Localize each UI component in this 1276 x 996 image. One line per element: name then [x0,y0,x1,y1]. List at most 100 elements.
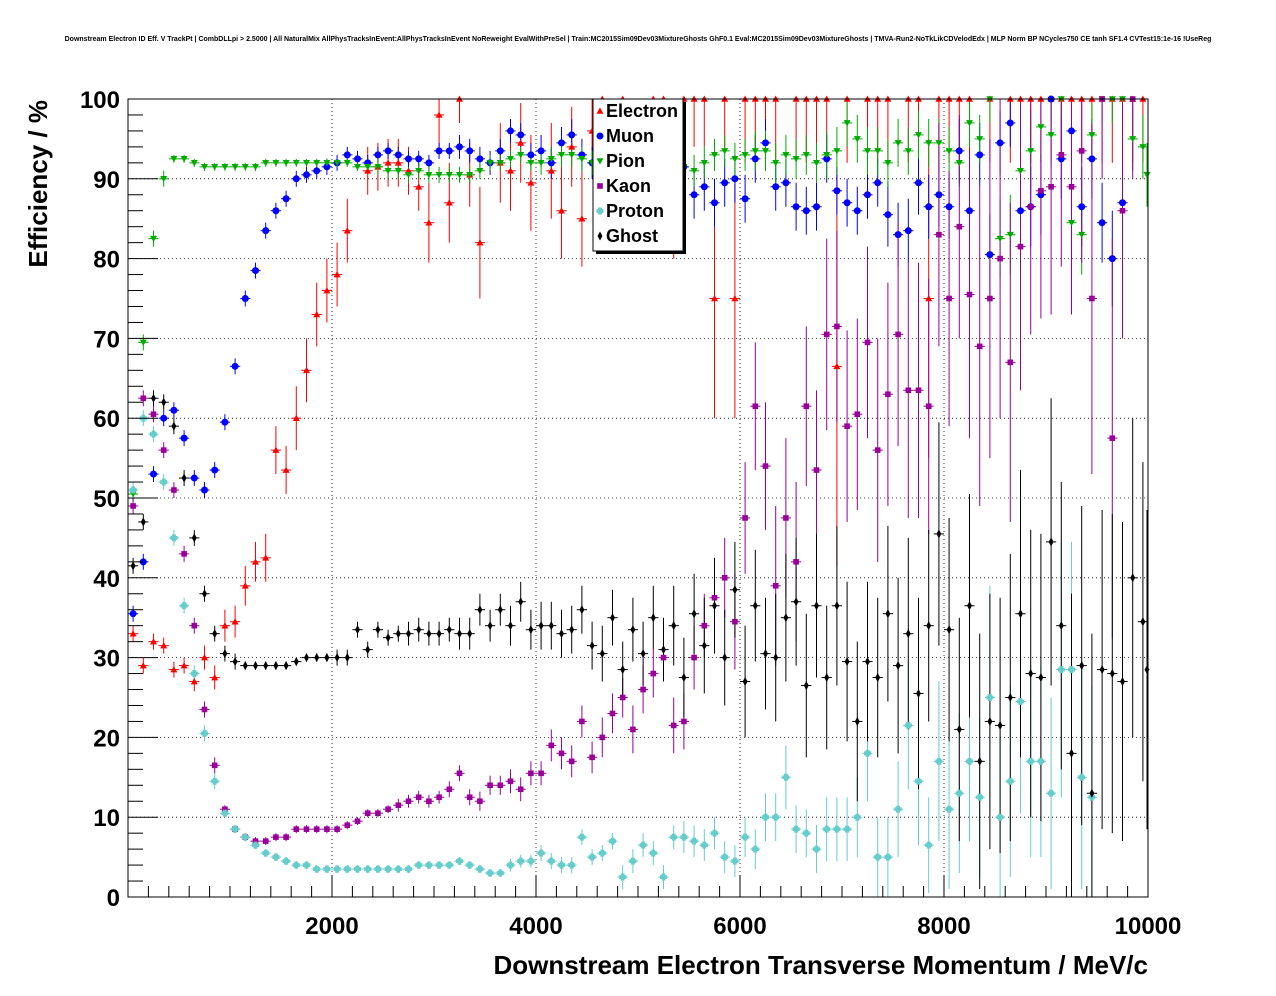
kaon-point [946,295,952,302]
muon-point [425,159,433,167]
electron-point [180,662,188,669]
ghost-point [324,653,330,663]
kaon-point [844,423,850,429]
muon-point [976,151,984,159]
muon-point [139,558,147,566]
kaon-point [568,758,575,765]
proton-point [486,869,494,877]
electron-point [211,674,219,681]
y-tick-label: 80 [93,247,120,274]
proton-point [282,857,290,865]
proton-point [568,861,576,869]
muon-point [507,127,514,135]
kaon-error-bar [1056,99,1067,267]
ghost-point [732,585,738,595]
proton-point [547,857,555,865]
proton-point [507,861,514,869]
muon-point [802,207,810,215]
ghost-point [344,653,350,663]
muon-point [925,203,933,211]
kaon-point [864,339,871,346]
pion-point [333,160,341,167]
pion-point [394,168,402,175]
ghost-point [212,629,218,639]
pion-point [966,120,973,127]
ghost-point [1007,692,1013,703]
muon-point [894,231,902,239]
proton-point [894,805,902,813]
ghost-point [610,613,615,623]
pion-point [364,164,372,171]
pion-point [303,160,310,167]
ghost-point [375,625,381,635]
x-axis-label: Downstream Electron Transverse Momentum … [493,950,1148,980]
kaon-point [599,734,606,741]
muon-point [915,179,922,187]
kaon-error-bar [1117,99,1128,339]
ghost-point [681,673,687,683]
kaon-point [793,559,799,565]
pion-point [945,148,953,155]
proton-point [425,861,433,869]
electron-point [578,215,586,222]
x-tick-labels: 2000 4000 6000 8000 10000 [305,913,1181,940]
axis-ticks [127,98,1149,898]
proton-point [1037,757,1045,765]
ghost-point [355,625,360,635]
muon-point [343,151,351,159]
legend: Electron Muon Pion Kaon Proton Ghost [592,98,686,254]
electron-point [282,466,290,473]
muon-point [1017,207,1024,215]
kaon-point [456,770,463,777]
kaon-point [548,742,555,749]
muon-point [955,147,963,155]
muon-point [864,191,871,199]
electron-point [517,139,525,146]
kaon-point [1038,187,1044,194]
kaon-point [283,834,289,840]
proton-point [1017,697,1024,705]
pion-point [690,168,698,175]
muon-point [170,406,178,414]
muon-point [1098,219,1106,227]
kaon-point [803,403,810,410]
kaon-error-bar [1046,99,1057,315]
kaon-point [1027,203,1034,210]
legend-marker-electron [596,107,604,114]
kaon-point [211,762,218,769]
kaon-point [364,810,371,817]
pion-point [996,235,1004,243]
ghost-point [508,621,513,631]
legend-label-kaon: Kaon [606,176,651,196]
proton-point [1068,666,1075,674]
kaon-point [395,802,402,809]
ghost-point [518,597,524,607]
muon-point [1088,155,1096,163]
kaon-point [721,575,728,581]
kaon-point [1058,152,1065,158]
pion-point [1139,144,1147,151]
pion-point [150,235,157,243]
proton-point [435,861,443,869]
pion-point [139,339,147,346]
kaon-point [650,670,657,677]
ghost-point [885,609,891,619]
pion-point [925,140,933,147]
ghost-point [630,625,636,635]
electron-point [160,642,168,649]
muon-point [415,155,423,163]
ghost-point [1144,665,1150,675]
pion-point [313,160,321,167]
kaon-error-bar [1097,98,1108,179]
pion-point [486,160,494,167]
muon-point [568,131,576,139]
kaon-point [334,826,340,832]
kaon-point [324,826,330,832]
ghost-point [926,621,932,631]
pion-point [1006,231,1014,239]
electron-point [323,287,331,294]
kaon-point [589,754,595,761]
ghost-point [304,653,309,663]
electron-point [394,159,402,166]
proton-point [619,873,627,881]
